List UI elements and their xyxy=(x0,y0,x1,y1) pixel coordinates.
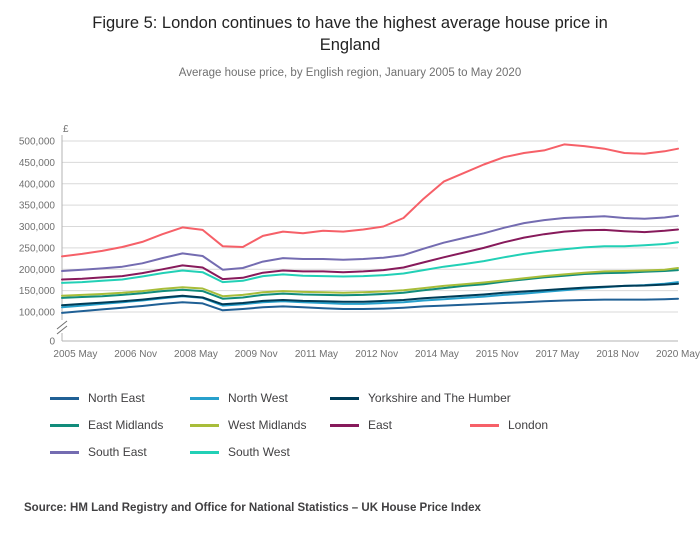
legend-swatch-icon xyxy=(190,450,219,454)
legend-swatch-icon xyxy=(50,423,79,427)
series-line-north-east xyxy=(61,297,679,314)
legend-item-west-midlands: West Midlands xyxy=(190,418,330,432)
legend-swatch-icon xyxy=(50,450,79,454)
y-tick-label: 250,000 xyxy=(19,243,56,254)
legend-swatch-icon xyxy=(330,423,359,427)
y-tick-label: 0 xyxy=(49,336,55,347)
x-tick-label: 2009 Nov xyxy=(235,349,278,360)
legend-label: North East xyxy=(88,391,145,406)
legend-item-east: East xyxy=(330,418,470,432)
chart-title: Figure 5: London continues to have the h… xyxy=(92,14,608,55)
legend-swatch-icon xyxy=(330,396,359,400)
x-tick-label: 2014 May xyxy=(415,349,459,360)
legend-row: East Midlands West Midlands East London xyxy=(50,412,700,439)
series-line-west-midlands xyxy=(61,266,679,297)
x-tick-label: 2020 May xyxy=(656,349,700,360)
y-tick-label: 500,000 xyxy=(19,136,56,147)
legend-swatch-icon xyxy=(470,423,499,427)
chart-subtitle: Average house price, by English region, … xyxy=(178,66,522,79)
legend-item-london: London xyxy=(470,418,610,432)
legend-label: East Midlands xyxy=(88,418,164,433)
source-note: Source: HM Land Registry and Office for … xyxy=(24,501,481,514)
y-tick-label: 200,000 xyxy=(19,264,56,275)
x-tick-label: 2012 Nov xyxy=(355,349,398,360)
y-tick-label: 300,000 xyxy=(19,222,56,233)
series-line-south-east xyxy=(61,214,679,272)
axis-break-mark xyxy=(56,325,68,334)
legend-label: West Midlands xyxy=(228,418,307,433)
legend-item-east-midlands: East Midlands xyxy=(50,418,190,432)
y-tick-label: 350,000 xyxy=(19,200,56,211)
axis-break-mark xyxy=(56,320,68,329)
series-line-london xyxy=(61,142,679,257)
y-tick-label: 450,000 xyxy=(19,157,56,168)
legend-row: South East South West xyxy=(50,439,700,466)
y-tick-label: 150,000 xyxy=(19,286,56,297)
series-line-east xyxy=(61,228,679,281)
x-tick-label: 2005 May xyxy=(53,349,97,360)
legend-swatch-icon xyxy=(50,396,79,400)
legend-label: Yorkshire and The Humber xyxy=(368,391,511,406)
legend-label: East xyxy=(368,418,393,433)
legend-row: North East North West Yorkshire and The Hu… xyxy=(50,385,700,412)
x-tick-label: 2011 May xyxy=(295,349,338,360)
legend-item-south-west: South West xyxy=(190,445,330,459)
y-tick-label: 400,000 xyxy=(19,179,56,190)
legend-item-north-east: North East xyxy=(50,391,190,405)
line-chart: 0 100,000 150,000 200,000 250,000 300,000 350,… xyxy=(19,124,700,360)
x-tick-label: 2017 May xyxy=(536,349,580,360)
legend-swatch-icon xyxy=(190,396,219,400)
x-tick-label: 2015 Nov xyxy=(476,349,519,360)
x-tick-label: 2018 Nov xyxy=(596,349,639,360)
x-tick-label: 2008 May xyxy=(174,349,218,360)
series-line-south-west xyxy=(61,240,679,284)
x-tick-label: 2006 Nov xyxy=(114,349,157,360)
legend-label: North West xyxy=(228,391,288,406)
legend-label: South East xyxy=(88,445,147,460)
legend-item-south-east: South East xyxy=(50,445,190,459)
y-tick-label: 100,000 xyxy=(19,307,56,318)
series-line-yorkshire-and-the-humber xyxy=(61,282,679,306)
legend-swatch-icon xyxy=(190,423,219,427)
legend-item-north-west: North West xyxy=(190,391,330,405)
legend-item-yorkshire-and-the-humber: Yorkshire and The Humber xyxy=(330,391,515,405)
legend-label: London xyxy=(508,418,549,433)
axis-break-mask xyxy=(57,319,67,333)
y-axis-unit-label: £ xyxy=(63,124,69,135)
legend-label: South West xyxy=(228,445,290,460)
chart-legend: North East North West Yorkshire and The Hu… xyxy=(50,385,700,466)
series-line-east-midlands xyxy=(61,268,679,300)
